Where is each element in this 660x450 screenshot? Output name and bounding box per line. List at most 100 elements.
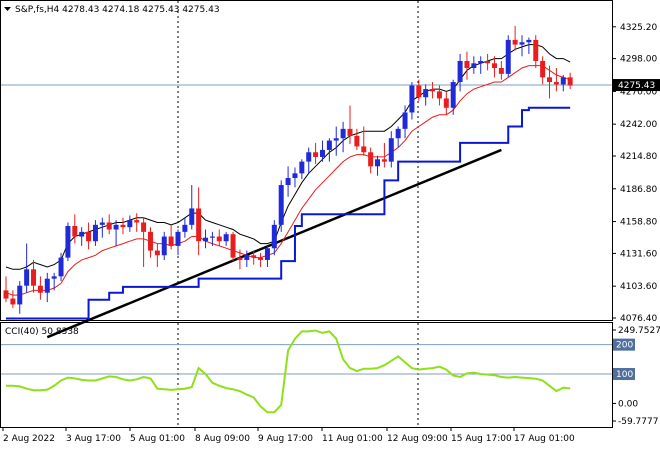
candle-body: [340, 128, 346, 139]
candle-body: [471, 63, 477, 68]
price-y-axis: 4325.20 4298.00 4270.00 4242.00 4214.80 4186.…: [612, 23, 660, 324]
candle-body: [17, 285, 23, 305]
candle-body: [560, 77, 566, 85]
cci-y-label: 200: [616, 341, 633, 351]
candle-body: [3, 290, 9, 299]
candle-body: [209, 236, 215, 238]
candle-body: [388, 138, 394, 162]
candle-body: [443, 98, 449, 108]
y-tick-label: 4158.80: [620, 218, 657, 228]
candle-body: [141, 222, 147, 232]
x-tick-label: 17 Aug 01:00: [514, 434, 575, 444]
candle-body: [31, 269, 37, 286]
candle-body: [223, 234, 229, 242]
candle-body: [402, 112, 408, 129]
candle-body: [72, 226, 78, 237]
candle-body: [230, 234, 236, 258]
candle-body: [512, 39, 518, 45]
candle-body: [430, 89, 436, 92]
candle-body: [485, 60, 491, 64]
candle-body: [10, 298, 16, 305]
candle-body: [44, 278, 50, 293]
candle-body: [168, 236, 174, 246]
candle-body: [478, 60, 484, 64]
candle-body: [375, 159, 381, 167]
candle-body: [491, 63, 497, 68]
candle-body: [464, 60, 470, 68]
candle-body: [65, 226, 71, 258]
candle-body: [237, 257, 243, 260]
candle-body: [175, 231, 181, 246]
cci-y-label: 100: [616, 370, 633, 380]
price-grid: [177, 1, 419, 320]
candle-body: [285, 178, 291, 186]
candle-body: [196, 208, 202, 242]
candle-body: [203, 237, 209, 242]
candle-body: [299, 161, 305, 174]
x-tick-label: 15 Aug 17:00: [451, 434, 512, 444]
candle-body: [540, 60, 546, 78]
candle-body: [423, 89, 429, 98]
y-tick-label: 4325.20: [620, 23, 657, 33]
candle-body: [354, 135, 360, 147]
candle-body: [292, 173, 298, 179]
candle-body: [547, 77, 553, 83]
candle-body: [79, 231, 85, 237]
x-tick-label: 11 Aug 01:00: [322, 434, 383, 444]
cci-y-axis: 249.7527 200 100 0.00 -59.7777: [612, 326, 660, 427]
candle-body: [161, 236, 167, 256]
candle-body: [113, 224, 119, 230]
candle-body: [92, 224, 98, 242]
y-tick-label: 4298.00: [620, 55, 657, 65]
candle-body: [182, 224, 188, 232]
candle-body: [519, 42, 525, 45]
x-tick-label: 9 Aug 17:00: [258, 434, 313, 444]
candle-body: [347, 128, 353, 136]
cci-grid: [1, 323, 612, 427]
candle-body: [127, 220, 133, 228]
y-tick-label: 4186.80: [620, 185, 657, 195]
current-price-box: [613, 79, 660, 92]
cci-level-box: [613, 338, 635, 351]
symbol-header: S&P,fs,H4 4278.43 4274.18 4275.43 4275.4…: [15, 5, 220, 15]
candle-body: [189, 208, 195, 225]
candle-body: [37, 285, 43, 293]
candle-body: [264, 248, 270, 260]
cci-line: [6, 329, 571, 414]
candle-body: [326, 140, 332, 150]
cci-level-box: [613, 368, 635, 381]
candle-body: [409, 85, 415, 113]
y-tick-label: 4103.60: [620, 282, 657, 292]
candle-body: [58, 257, 64, 277]
candle-body: [498, 67, 504, 74]
candle-body: [313, 152, 319, 157]
x-tick-label: 3 Aug 17:00: [66, 434, 121, 444]
candle-body: [258, 257, 264, 260]
x-tick-label: 8 Aug 09:00: [195, 434, 250, 444]
candle-body: [533, 39, 539, 61]
current-price-label: 4275.43: [618, 81, 655, 91]
candle-body: [271, 224, 277, 249]
price-series: [1, 25, 612, 339]
time-x-axis: 2 Aug 2022 3 Aug 17:00 5 Aug 01:00 8 Aug 09…: [2, 427, 575, 444]
cci-y-label: -59.7777: [618, 417, 658, 427]
candle-body: [99, 222, 105, 225]
candle-body: [306, 152, 312, 162]
candle-body: [51, 276, 57, 279]
candle-body: [361, 146, 367, 153]
middle-band-line: [5, 65, 571, 296]
cci-panel-frame: [0, 322, 613, 428]
menu-triangle-icon[interactable]: [4, 7, 11, 11]
candle-body: [120, 224, 126, 228]
candle-body: [505, 39, 511, 74]
candle-body: [216, 236, 222, 242]
candle-body: [86, 231, 92, 242]
candle-body: [457, 60, 463, 83]
candle-body: [154, 250, 160, 256]
cci-y-label: 249.7527: [618, 326, 660, 336]
candle-body: [436, 91, 442, 99]
candle-body: [567, 77, 573, 86]
cci-series: [6, 329, 571, 414]
candle-body: [147, 231, 153, 251]
